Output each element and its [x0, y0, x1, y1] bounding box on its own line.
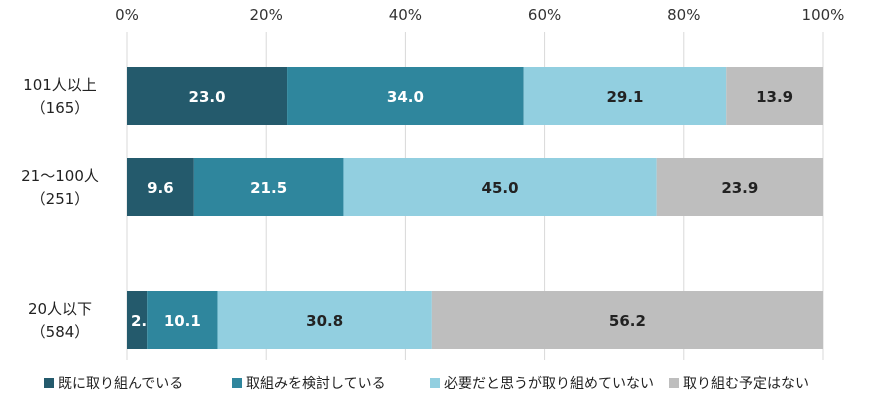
bar-segment [127, 67, 288, 125]
data-label: 13.9 [756, 88, 793, 106]
legend-label: 既に取り組んでいる [58, 376, 183, 392]
x-tick-label: 100% [802, 6, 845, 24]
x-tick-label: 20% [250, 6, 283, 24]
bar-segment [431, 291, 823, 349]
x-tick-label: 40% [389, 6, 422, 24]
data-label: 23.9 [721, 179, 758, 197]
legend: 既に取り組んでいる 取組みを検討している 必要だと思うが取り組めていない 取り組む予定… [44, 376, 809, 392]
data-label: 56.2 [609, 312, 646, 330]
bar-segment [147, 291, 218, 349]
legend-label: 取り組む予定はない [683, 376, 809, 392]
data-label: 10.1 [164, 312, 201, 330]
bar-segment [127, 158, 194, 216]
bar-segment [193, 158, 344, 216]
bar-segment [726, 67, 823, 125]
x-tick-label: 80% [667, 6, 700, 24]
data-label: 34.0 [387, 88, 424, 106]
bar-segment [343, 158, 657, 216]
x-axis-ticks: 0% 20% 40% 60% 80% 100% [115, 6, 844, 24]
data-label: 23.0 [189, 88, 226, 106]
legend-swatch [232, 378, 242, 388]
data-label: 45.0 [482, 179, 519, 197]
category-count: （251） [31, 190, 90, 208]
category-label: 21～100人 [21, 167, 99, 185]
legend-swatch [44, 378, 54, 388]
category-count: （584） [31, 323, 90, 341]
bar-segment [523, 67, 727, 125]
bar-segment [656, 158, 823, 216]
data-label: 30.8 [306, 312, 343, 330]
legend-swatch [430, 378, 440, 388]
legend-label: 必要だと思うが取り組めていない [444, 376, 654, 392]
bar-segment [287, 67, 524, 125]
x-tick-label: 0% [115, 6, 139, 24]
data-label: 9.6 [147, 179, 174, 197]
category-label: 101人以上 [23, 76, 97, 94]
data-label: 21.5 [250, 179, 287, 197]
bar-segment [127, 291, 148, 349]
bar-segment [217, 291, 432, 349]
category-count: （165） [31, 99, 90, 117]
category-label: 20人以下 [28, 300, 92, 318]
data-label: 29.1 [606, 88, 643, 106]
x-tick-label: 60% [528, 6, 561, 24]
category-labels: 101人以上 （165） 21～100人 （251） 20人以下 （584） [21, 76, 99, 341]
legend-label: 取組みを検討している [246, 376, 386, 392]
bars: 23.0 34.0 29.1 13.99.6 21.5 45.0 23.92.9 10.1 30… [127, 67, 823, 349]
legend-swatch [669, 378, 679, 388]
